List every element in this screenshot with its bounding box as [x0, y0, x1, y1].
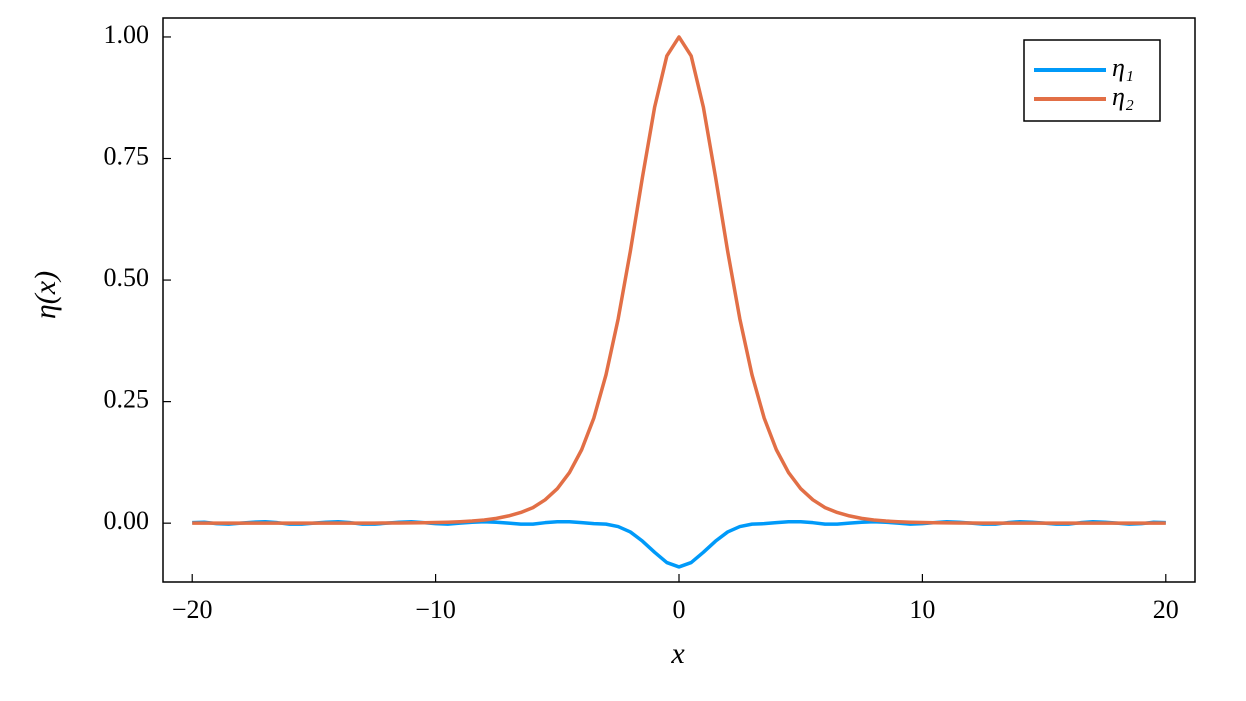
y-tick-label: 0.25	[104, 385, 150, 414]
x-axis-label: x	[670, 637, 685, 670]
legend-label: η₁	[1112, 53, 1134, 82]
y-tick-label: 1.00	[104, 20, 150, 49]
y-tick-label: 0.50	[104, 263, 150, 292]
y-axis-label: η(x)	[29, 271, 62, 319]
y-tick-label: 0.75	[104, 141, 150, 170]
x-tick-label: 10	[909, 595, 935, 624]
legend-label: η₂	[1112, 82, 1134, 111]
y-tick-label: 0.00	[104, 506, 150, 535]
x-tick-label: 0	[673, 595, 686, 624]
series-line	[192, 35, 1166, 525]
x-tick-label: 20	[1153, 595, 1179, 624]
x-tick-label: −20	[172, 595, 213, 624]
series-line	[192, 519, 1166, 569]
legend-box	[1023, 39, 1161, 122]
x-tick-label: −10	[415, 595, 456, 624]
